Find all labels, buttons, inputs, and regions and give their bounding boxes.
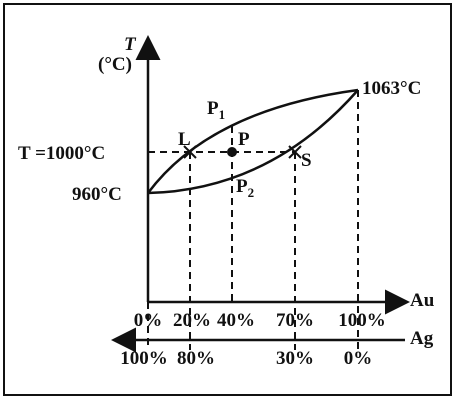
top-tick: 20%	[173, 310, 211, 331]
label-s: S	[301, 150, 312, 171]
y-unit: (°C)	[98, 54, 132, 75]
p1-sub: 1	[219, 107, 226, 122]
cross-s	[288, 145, 302, 159]
ag-label: Ag	[410, 328, 434, 349]
label-p: P	[238, 129, 250, 150]
point-p	[227, 147, 237, 157]
right-melt: 1063°C	[362, 78, 421, 99]
bottom-tick: 30%	[276, 348, 314, 369]
label-p1: P1	[207, 98, 225, 122]
top-tick: 0%	[134, 310, 163, 331]
top-tick: 70%	[276, 310, 314, 331]
isotherm-label: T =1000°C	[18, 143, 105, 164]
label-l: L	[178, 129, 191, 150]
cross-l	[183, 145, 197, 159]
p1-text: P	[207, 98, 219, 119]
bottom-tick: 80%	[177, 348, 215, 369]
au-label: Au	[410, 290, 435, 311]
label-p2: P2	[236, 176, 254, 200]
p2-sub: 2	[248, 185, 255, 200]
top-tick: 100%	[338, 310, 386, 331]
bottom-tick: 0%	[344, 348, 373, 369]
y-label: T	[124, 34, 137, 55]
bottom-tick: 100%	[120, 348, 168, 369]
p2-text: P	[236, 176, 248, 197]
solidus	[147, 89, 359, 195]
frame	[3, 3, 452, 396]
left-melt: 960°C	[72, 184, 122, 205]
top-tick: 40%	[217, 310, 255, 331]
liquidus	[146, 88, 359, 194]
